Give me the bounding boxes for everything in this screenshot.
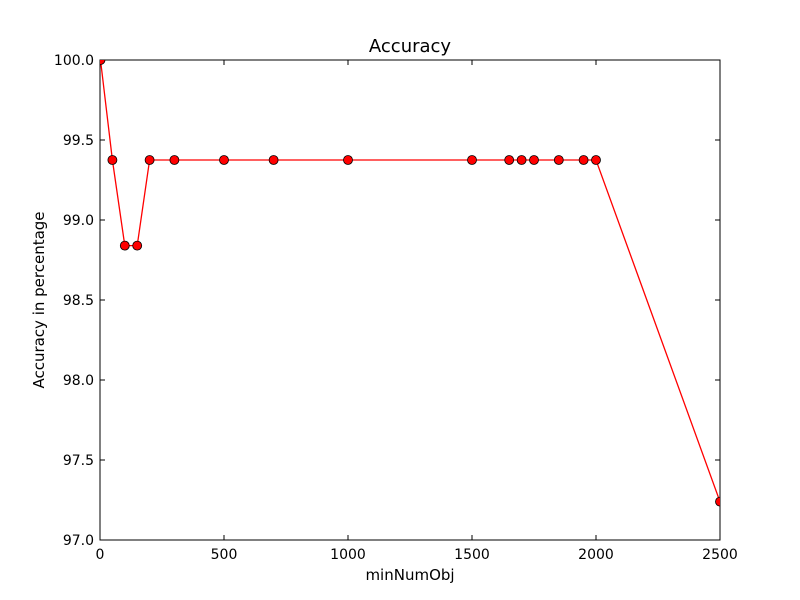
- x-tick-label: 1000: [330, 547, 366, 563]
- data-point: [144, 155, 155, 165]
- data-point: [516, 155, 527, 165]
- data-point: [343, 155, 353, 165]
- data-point: [529, 155, 539, 165]
- series-layer: [100, 60, 720, 507]
- x-tick-label: 2000: [578, 547, 614, 563]
- x-tick-label: 2500: [702, 547, 738, 563]
- plot-area: [99, 59, 721, 541]
- x-axis-label: minNumObj: [365, 566, 454, 584]
- y-axis-label: Accuracy in percentage: [30, 211, 48, 388]
- data-point: [169, 155, 180, 165]
- data-point: [467, 155, 477, 165]
- data-point: [268, 155, 279, 165]
- y-tick-label: 98.5: [63, 293, 94, 309]
- chart-title: Accuracy: [369, 36, 452, 57]
- y-tick-label: 98.0: [63, 373, 94, 389]
- data-point: [119, 240, 130, 251]
- data-point: [107, 155, 118, 165]
- x-tick-label: 0: [96, 547, 105, 563]
- data-point: [504, 155, 515, 165]
- series-markers: [100, 60, 720, 507]
- x-axis: 0 500 1000 1500 2000 2500: [96, 60, 738, 563]
- y-axis: 97.0 97.5 98.0 98.5 99.0 99.5 100.0: [54, 53, 720, 549]
- y-tick-label: 97.0: [63, 533, 94, 549]
- data-point: [132, 240, 143, 251]
- x-tick-label: 500: [211, 547, 238, 563]
- y-tick-label: 97.5: [63, 453, 94, 469]
- y-tick-label: 99.0: [63, 213, 94, 229]
- y-tick-label: 99.5: [63, 133, 94, 149]
- data-point: [591, 155, 601, 165]
- data-point: [553, 155, 564, 165]
- data-point: [100, 60, 106, 65]
- y-tick-label: 100.0: [54, 53, 94, 69]
- data-point: [219, 155, 229, 165]
- data-point: [715, 496, 720, 507]
- data-point: [578, 155, 589, 165]
- x-tick-label: 1500: [454, 547, 490, 563]
